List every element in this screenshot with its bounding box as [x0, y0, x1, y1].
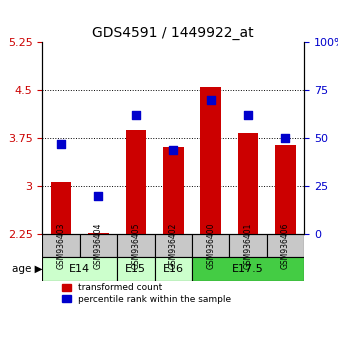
- Text: E16: E16: [163, 264, 184, 274]
- Text: GSM936406: GSM936406: [281, 223, 290, 269]
- FancyBboxPatch shape: [154, 234, 192, 257]
- FancyBboxPatch shape: [192, 234, 230, 257]
- Bar: [88, 233, 109, 234]
- Text: GSM936405: GSM936405: [131, 223, 140, 269]
- Text: E15: E15: [125, 264, 146, 274]
- Text: GSM936404: GSM936404: [94, 223, 103, 269]
- Text: GSM936401: GSM936401: [244, 223, 252, 269]
- Bar: [51, 182, 71, 234]
- Title: GDS4591 / 1449922_at: GDS4591 / 1449922_at: [92, 26, 254, 40]
- Bar: [200, 87, 221, 234]
- FancyBboxPatch shape: [42, 234, 80, 257]
- Text: age ▶: age ▶: [11, 264, 42, 274]
- Bar: [238, 133, 258, 234]
- Point: [283, 136, 288, 141]
- Point: [208, 97, 213, 103]
- Point: [170, 147, 176, 153]
- Point: [133, 113, 139, 118]
- Bar: [125, 130, 146, 234]
- Text: GSM936400: GSM936400: [206, 223, 215, 269]
- Bar: [275, 145, 296, 234]
- Legend: transformed count, percentile rank within the sample: transformed count, percentile rank withi…: [60, 281, 233, 306]
- Point: [96, 193, 101, 199]
- FancyBboxPatch shape: [154, 257, 192, 280]
- Text: GSM936402: GSM936402: [169, 223, 178, 269]
- FancyBboxPatch shape: [117, 234, 154, 257]
- Text: GSM936403: GSM936403: [56, 223, 66, 269]
- FancyBboxPatch shape: [42, 257, 117, 280]
- Text: E14: E14: [69, 264, 90, 274]
- FancyBboxPatch shape: [230, 234, 267, 257]
- FancyBboxPatch shape: [80, 234, 117, 257]
- FancyBboxPatch shape: [192, 257, 304, 280]
- Point: [58, 141, 64, 147]
- FancyBboxPatch shape: [267, 234, 304, 257]
- Bar: [163, 147, 184, 234]
- Text: E17.5: E17.5: [232, 264, 264, 274]
- FancyBboxPatch shape: [117, 257, 154, 280]
- Point: [245, 113, 251, 118]
